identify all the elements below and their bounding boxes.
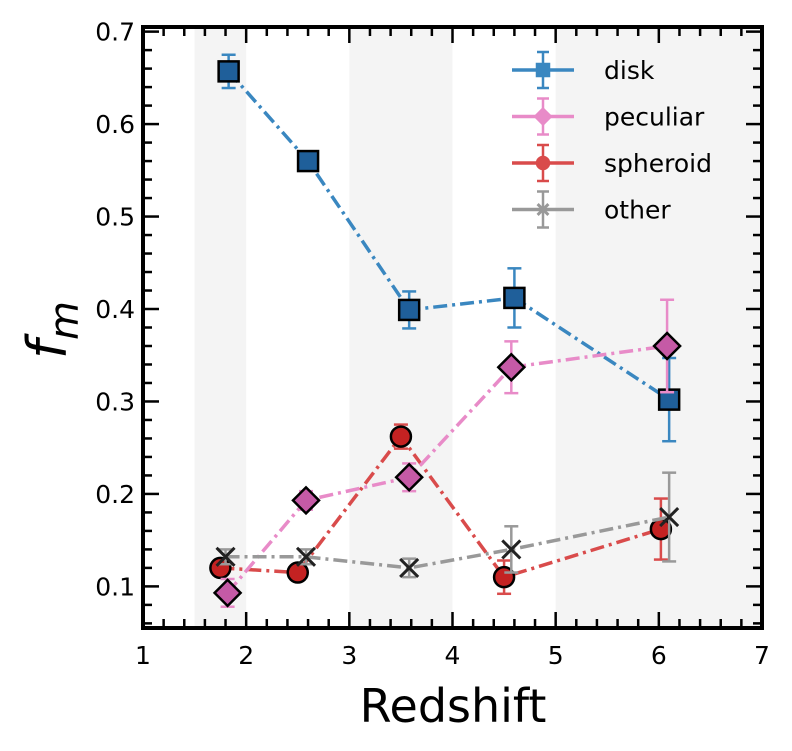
x-tick-label: 1 bbox=[135, 641, 151, 670]
y-tick-label: 0.5 bbox=[95, 203, 135, 232]
series-peculiar bbox=[212, 298, 682, 608]
legend-label: peculiar bbox=[604, 103, 705, 132]
y-axis-title: fm bbox=[16, 301, 88, 359]
series-other bbox=[215, 471, 680, 579]
legend: disk peculiar spheroid other bbox=[512, 50, 712, 229]
peculiar-point bbox=[496, 352, 527, 383]
x-tick-label: 7 bbox=[754, 641, 770, 670]
other-point bbox=[501, 539, 522, 560]
other-point bbox=[399, 557, 420, 578]
y-tick-label: 0.2 bbox=[95, 480, 135, 509]
legend-label: disk bbox=[604, 56, 655, 85]
legend-marker bbox=[536, 203, 550, 216]
legend-marker bbox=[535, 155, 551, 171]
spheroid-point bbox=[649, 517, 673, 541]
x-tick-label: 5 bbox=[548, 641, 564, 670]
redshift-bins bbox=[194, 27, 762, 628]
series-disk bbox=[217, 53, 681, 443]
shaded-bin bbox=[349, 27, 453, 628]
peculiar-point bbox=[291, 485, 321, 516]
disk-point bbox=[397, 298, 421, 322]
legend-entry-spheroid: spheroid bbox=[512, 143, 712, 183]
x-tick-label: 6 bbox=[651, 641, 667, 670]
y-axis-title-sub: m bbox=[42, 301, 88, 340]
peculiar-point bbox=[394, 462, 424, 493]
y-tick-label: 0.3 bbox=[95, 387, 135, 416]
plot-frame bbox=[141, 25, 764, 630]
spheroid-point bbox=[286, 561, 309, 584]
peculiar-point bbox=[652, 331, 682, 361]
series-layer bbox=[209, 53, 682, 608]
other-point bbox=[215, 546, 236, 567]
legend-label: spheroid bbox=[604, 149, 712, 178]
x-tick-label: 4 bbox=[445, 641, 461, 670]
legend-entry-other: other bbox=[512, 190, 671, 229]
other-point bbox=[659, 506, 680, 528]
y-tick-label: 0.6 bbox=[95, 110, 135, 139]
y-tick-label: 0.7 bbox=[95, 18, 135, 47]
x-tick-label: 3 bbox=[341, 641, 357, 670]
y-tick-label: 0.4 bbox=[95, 295, 135, 324]
spheroid-point bbox=[389, 425, 413, 448]
peculiar-point bbox=[212, 578, 243, 608]
x-axis-title: Redshift bbox=[360, 679, 547, 733]
disk-point bbox=[217, 60, 240, 83]
disk-point bbox=[657, 388, 681, 411]
disk-point bbox=[503, 286, 526, 310]
y-tick-label: 0.1 bbox=[95, 572, 135, 601]
other-point bbox=[295, 546, 317, 567]
legend-marker bbox=[535, 62, 551, 78]
legend-label: other bbox=[604, 196, 671, 225]
legend-marker bbox=[533, 106, 553, 127]
x-tick-label: 2 bbox=[238, 641, 254, 670]
disk-point bbox=[296, 149, 320, 173]
legend-entry-disk: disk bbox=[512, 50, 655, 90]
shaded-bin bbox=[194, 27, 247, 628]
legend-entry-peculiar: peculiar bbox=[512, 97, 705, 136]
tick-labels: 1 2 3 4 5 6 7 0.1 0.2 0.3 0.4 0.5 0.6 0.7 bbox=[95, 18, 770, 670]
